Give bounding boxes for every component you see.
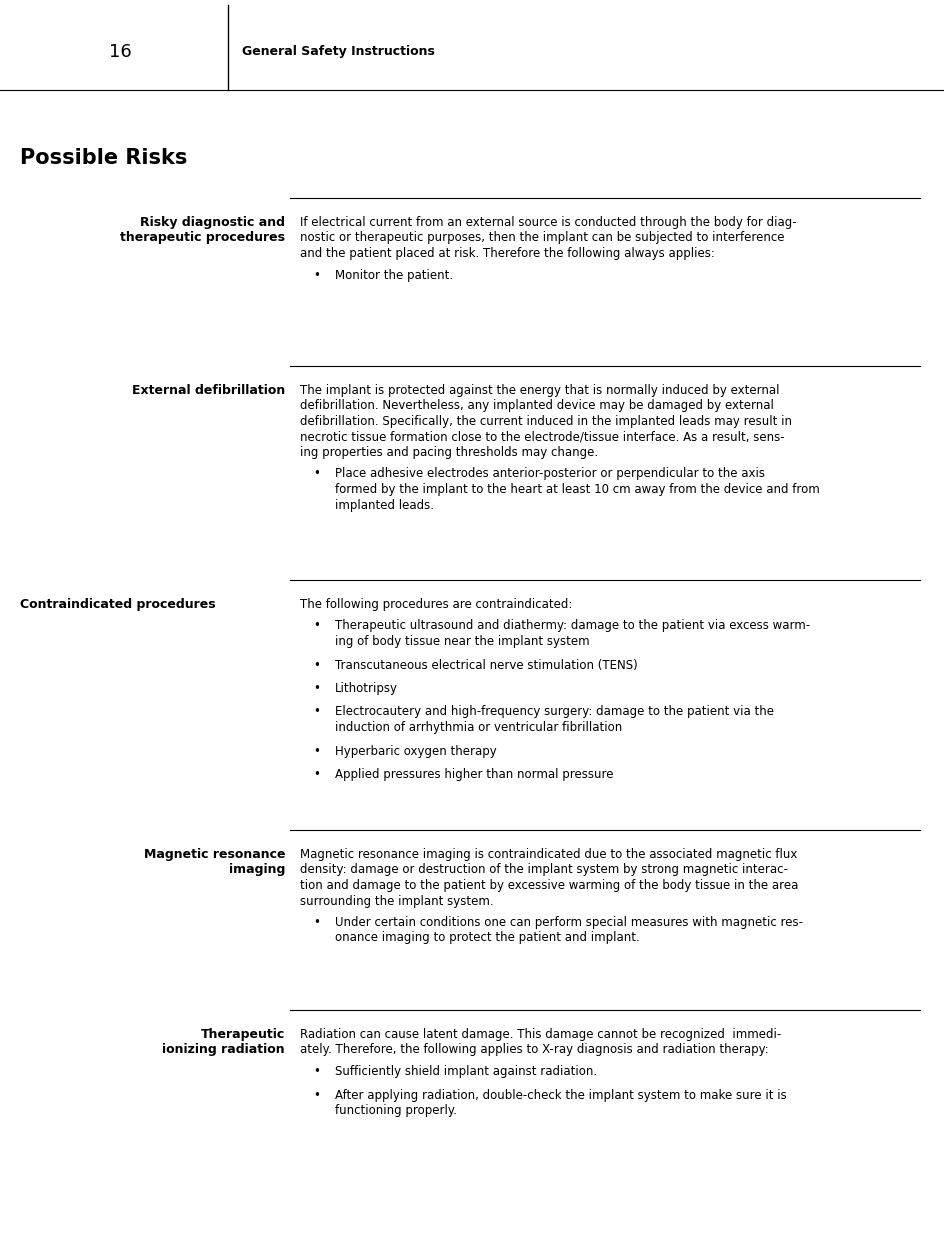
Text: Therapeutic: Therapeutic — [201, 1028, 285, 1041]
Text: Contraindicated procedures: Contraindicated procedures — [20, 598, 215, 610]
Text: tion and damage to the patient by excessive warming of the body tissue in the ar: tion and damage to the patient by excess… — [300, 879, 799, 892]
Text: The following procedures are contraindicated:: The following procedures are contraindic… — [300, 598, 572, 610]
Text: •: • — [313, 744, 320, 758]
Text: nostic or therapeutic purposes, then the implant can be subjected to interferenc: nostic or therapeutic purposes, then the… — [300, 231, 784, 244]
Text: •: • — [313, 269, 320, 281]
Text: surrounding the implant system.: surrounding the implant system. — [300, 894, 494, 907]
Text: necrotic tissue formation close to the electrode/tissue interface. As a result, : necrotic tissue formation close to the e… — [300, 430, 784, 444]
Text: Sufficiently shield implant against radiation.: Sufficiently shield implant against radi… — [335, 1065, 598, 1078]
Text: ionizing radiation: ionizing radiation — [162, 1043, 285, 1057]
Text: The implant is protected against the energy that is normally induced by external: The implant is protected against the ene… — [300, 384, 780, 397]
Text: •: • — [313, 619, 320, 633]
Text: Under certain conditions one can perform special measures with magnetic res-: Under certain conditions one can perform… — [335, 916, 803, 929]
Text: •: • — [313, 682, 320, 696]
Text: Place adhesive electrodes anterior-posterior or perpendicular to the axis: Place adhesive electrodes anterior-poste… — [335, 468, 765, 480]
Text: defibrillation. Nevertheless, any implanted device may be damaged by external: defibrillation. Nevertheless, any implan… — [300, 399, 774, 413]
Text: •: • — [313, 768, 320, 781]
Text: onance imaging to protect the patient and implant.: onance imaging to protect the patient an… — [335, 932, 640, 945]
Text: functioning properly.: functioning properly. — [335, 1103, 457, 1117]
Text: After applying radiation, double-check the implant system to make sure it is: After applying radiation, double-check t… — [335, 1088, 786, 1101]
Text: ately. Therefore, the following applies to X-ray diagnosis and radiation therapy: ately. Therefore, the following applies … — [300, 1043, 768, 1057]
Text: implanted leads.: implanted leads. — [335, 498, 434, 512]
Text: Therapeutic ultrasound and diathermy: damage to the patient via excess warm-: Therapeutic ultrasound and diathermy: da… — [335, 619, 810, 633]
Text: Electrocautery and high-frequency surgery: damage to the patient via the: Electrocautery and high-frequency surger… — [335, 706, 774, 718]
Text: Possible Risks: Possible Risks — [20, 148, 187, 168]
Text: Applied pressures higher than normal pressure: Applied pressures higher than normal pre… — [335, 768, 614, 781]
Text: Lithotripsy: Lithotripsy — [335, 682, 398, 696]
Text: •: • — [313, 1088, 320, 1101]
Text: •: • — [313, 706, 320, 718]
Text: •: • — [313, 916, 320, 929]
Text: density: damage or destruction of the implant system by strong magnetic interac-: density: damage or destruction of the im… — [300, 863, 788, 877]
Text: imaging: imaging — [228, 863, 285, 877]
Text: If electrical current from an external source is conducted through the body for : If electrical current from an external s… — [300, 216, 797, 229]
Text: and the patient placed at risk. Therefore the following always applies:: and the patient placed at risk. Therefor… — [300, 246, 715, 260]
Text: Magnetic resonance: Magnetic resonance — [143, 848, 285, 861]
Text: •: • — [313, 658, 320, 672]
Text: formed by the implant to the heart at least 10 cm away from the device and from: formed by the implant to the heart at le… — [335, 483, 819, 495]
Text: External defibrillation: External defibrillation — [132, 384, 285, 397]
Text: 16: 16 — [109, 43, 131, 61]
Text: General Safety Instructions: General Safety Instructions — [242, 45, 435, 59]
Text: •: • — [313, 1065, 320, 1078]
Text: therapeutic procedures: therapeutic procedures — [120, 231, 285, 244]
Text: •: • — [313, 468, 320, 480]
Text: defibrillation. Specifically, the current induced in the implanted leads may res: defibrillation. Specifically, the curren… — [300, 415, 792, 428]
Text: Risky diagnostic and: Risky diagnostic and — [140, 216, 285, 229]
Text: Magnetic resonance imaging is contraindicated due to the associated magnetic flu: Magnetic resonance imaging is contraindi… — [300, 848, 798, 861]
Text: ing of body tissue near the implant system: ing of body tissue near the implant syst… — [335, 636, 590, 648]
Text: Monitor the patient.: Monitor the patient. — [335, 269, 453, 281]
Text: induction of arrhythmia or ventricular fibrillation: induction of arrhythmia or ventricular f… — [335, 721, 622, 734]
Text: Radiation can cause latent damage. This damage cannot be recognized  immedi-: Radiation can cause latent damage. This … — [300, 1028, 782, 1041]
Text: Hyperbaric oxygen therapy: Hyperbaric oxygen therapy — [335, 744, 497, 758]
Text: ing properties and pacing thresholds may change.: ing properties and pacing thresholds may… — [300, 447, 598, 459]
Text: Transcutaneous electrical nerve stimulation (TENS): Transcutaneous electrical nerve stimulat… — [335, 658, 638, 672]
